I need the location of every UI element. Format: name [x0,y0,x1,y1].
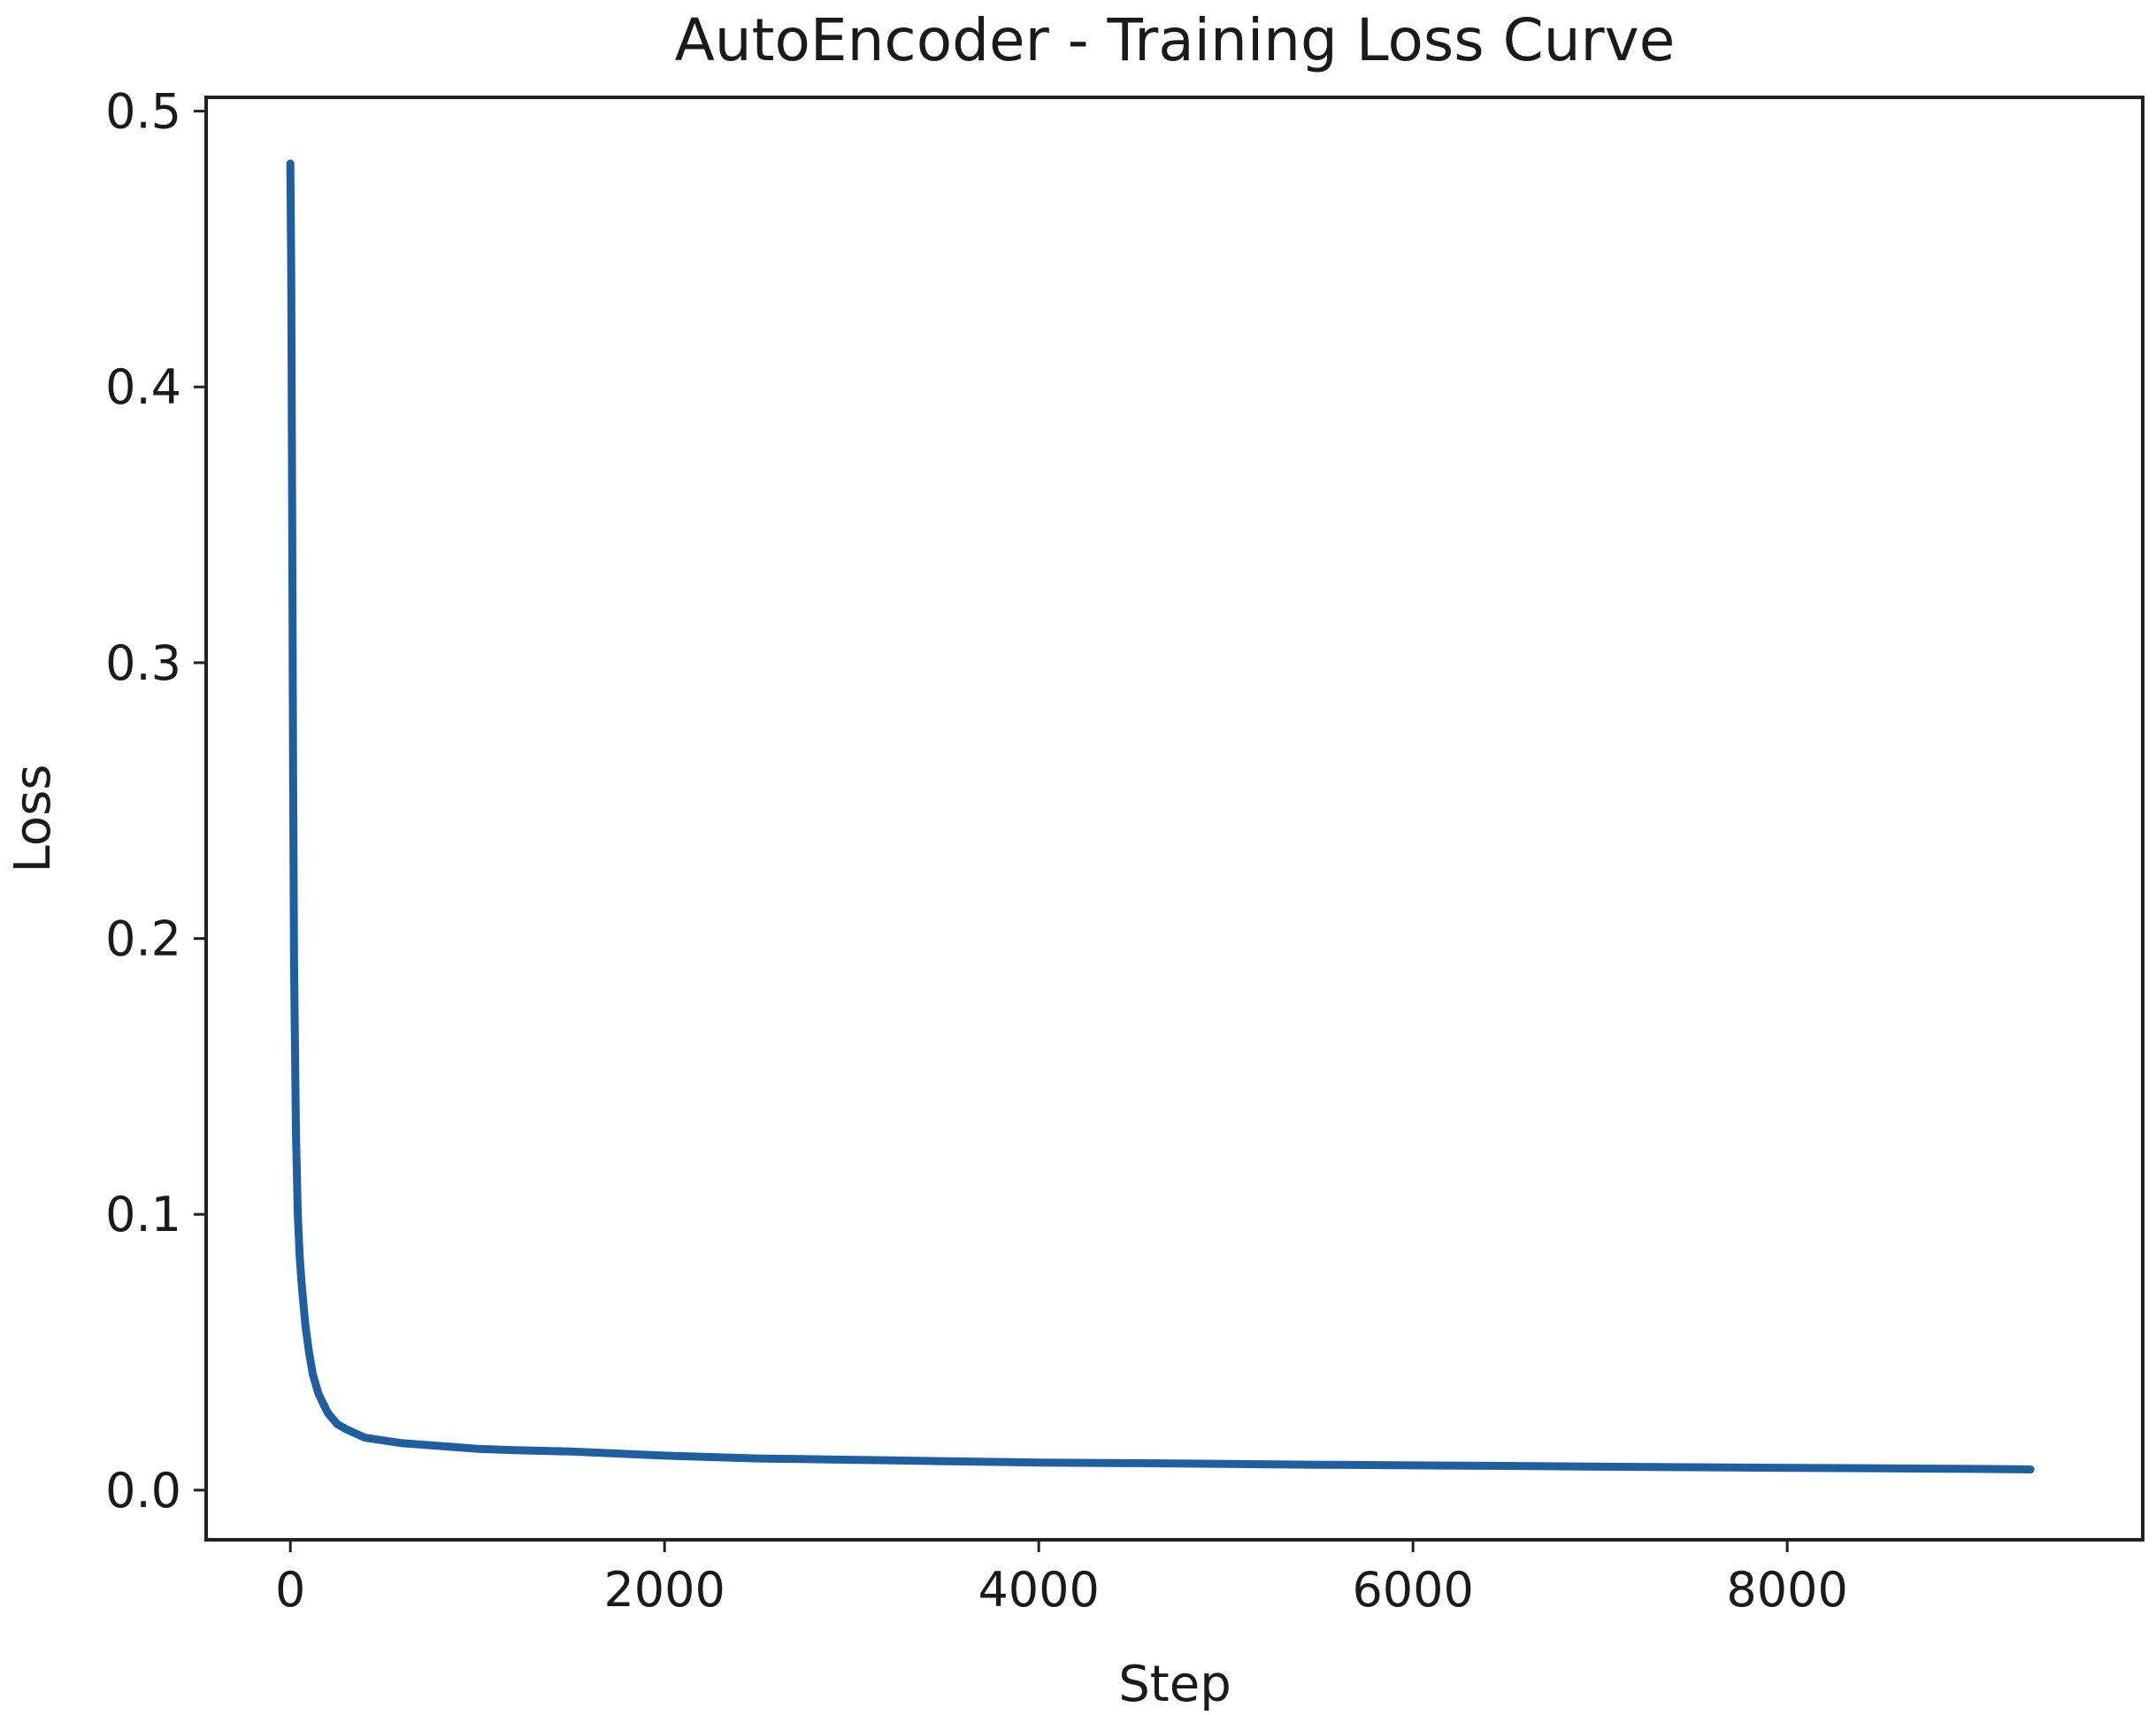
x-axis-ticks: 0 2000 4000 6000 8000 [275,1540,1848,1618]
y-axis-label: Loss [4,765,62,873]
chart-title: AutoEncoder - Training Loss Curve [675,6,1676,74]
x-axis-label: Step [1118,1656,1231,1711]
x-tick-label: 4000 [978,1562,1099,1618]
x-tick-label: 2000 [603,1562,725,1618]
y-tick-label: 0.3 [105,635,181,691]
x-tick-label: 8000 [1726,1562,1847,1618]
x-tick-label: 0 [275,1562,305,1618]
series-layer [286,159,2035,1473]
y-tick-label: 0.5 [105,84,181,140]
y-tick-label: 0.4 [105,359,181,415]
y-tick-label: 0.0 [105,1463,181,1519]
plot-area-frame [204,96,2144,1542]
x-tick-label: 6000 [1352,1562,1473,1618]
y-tick-label: 0.1 [105,1187,181,1242]
y-axis-ticks: 0.0 0.1 0.2 0.3 0.4 0.5 [105,84,206,1519]
loss-series-line [286,159,2035,1473]
y-tick-label: 0.2 [105,911,181,967]
